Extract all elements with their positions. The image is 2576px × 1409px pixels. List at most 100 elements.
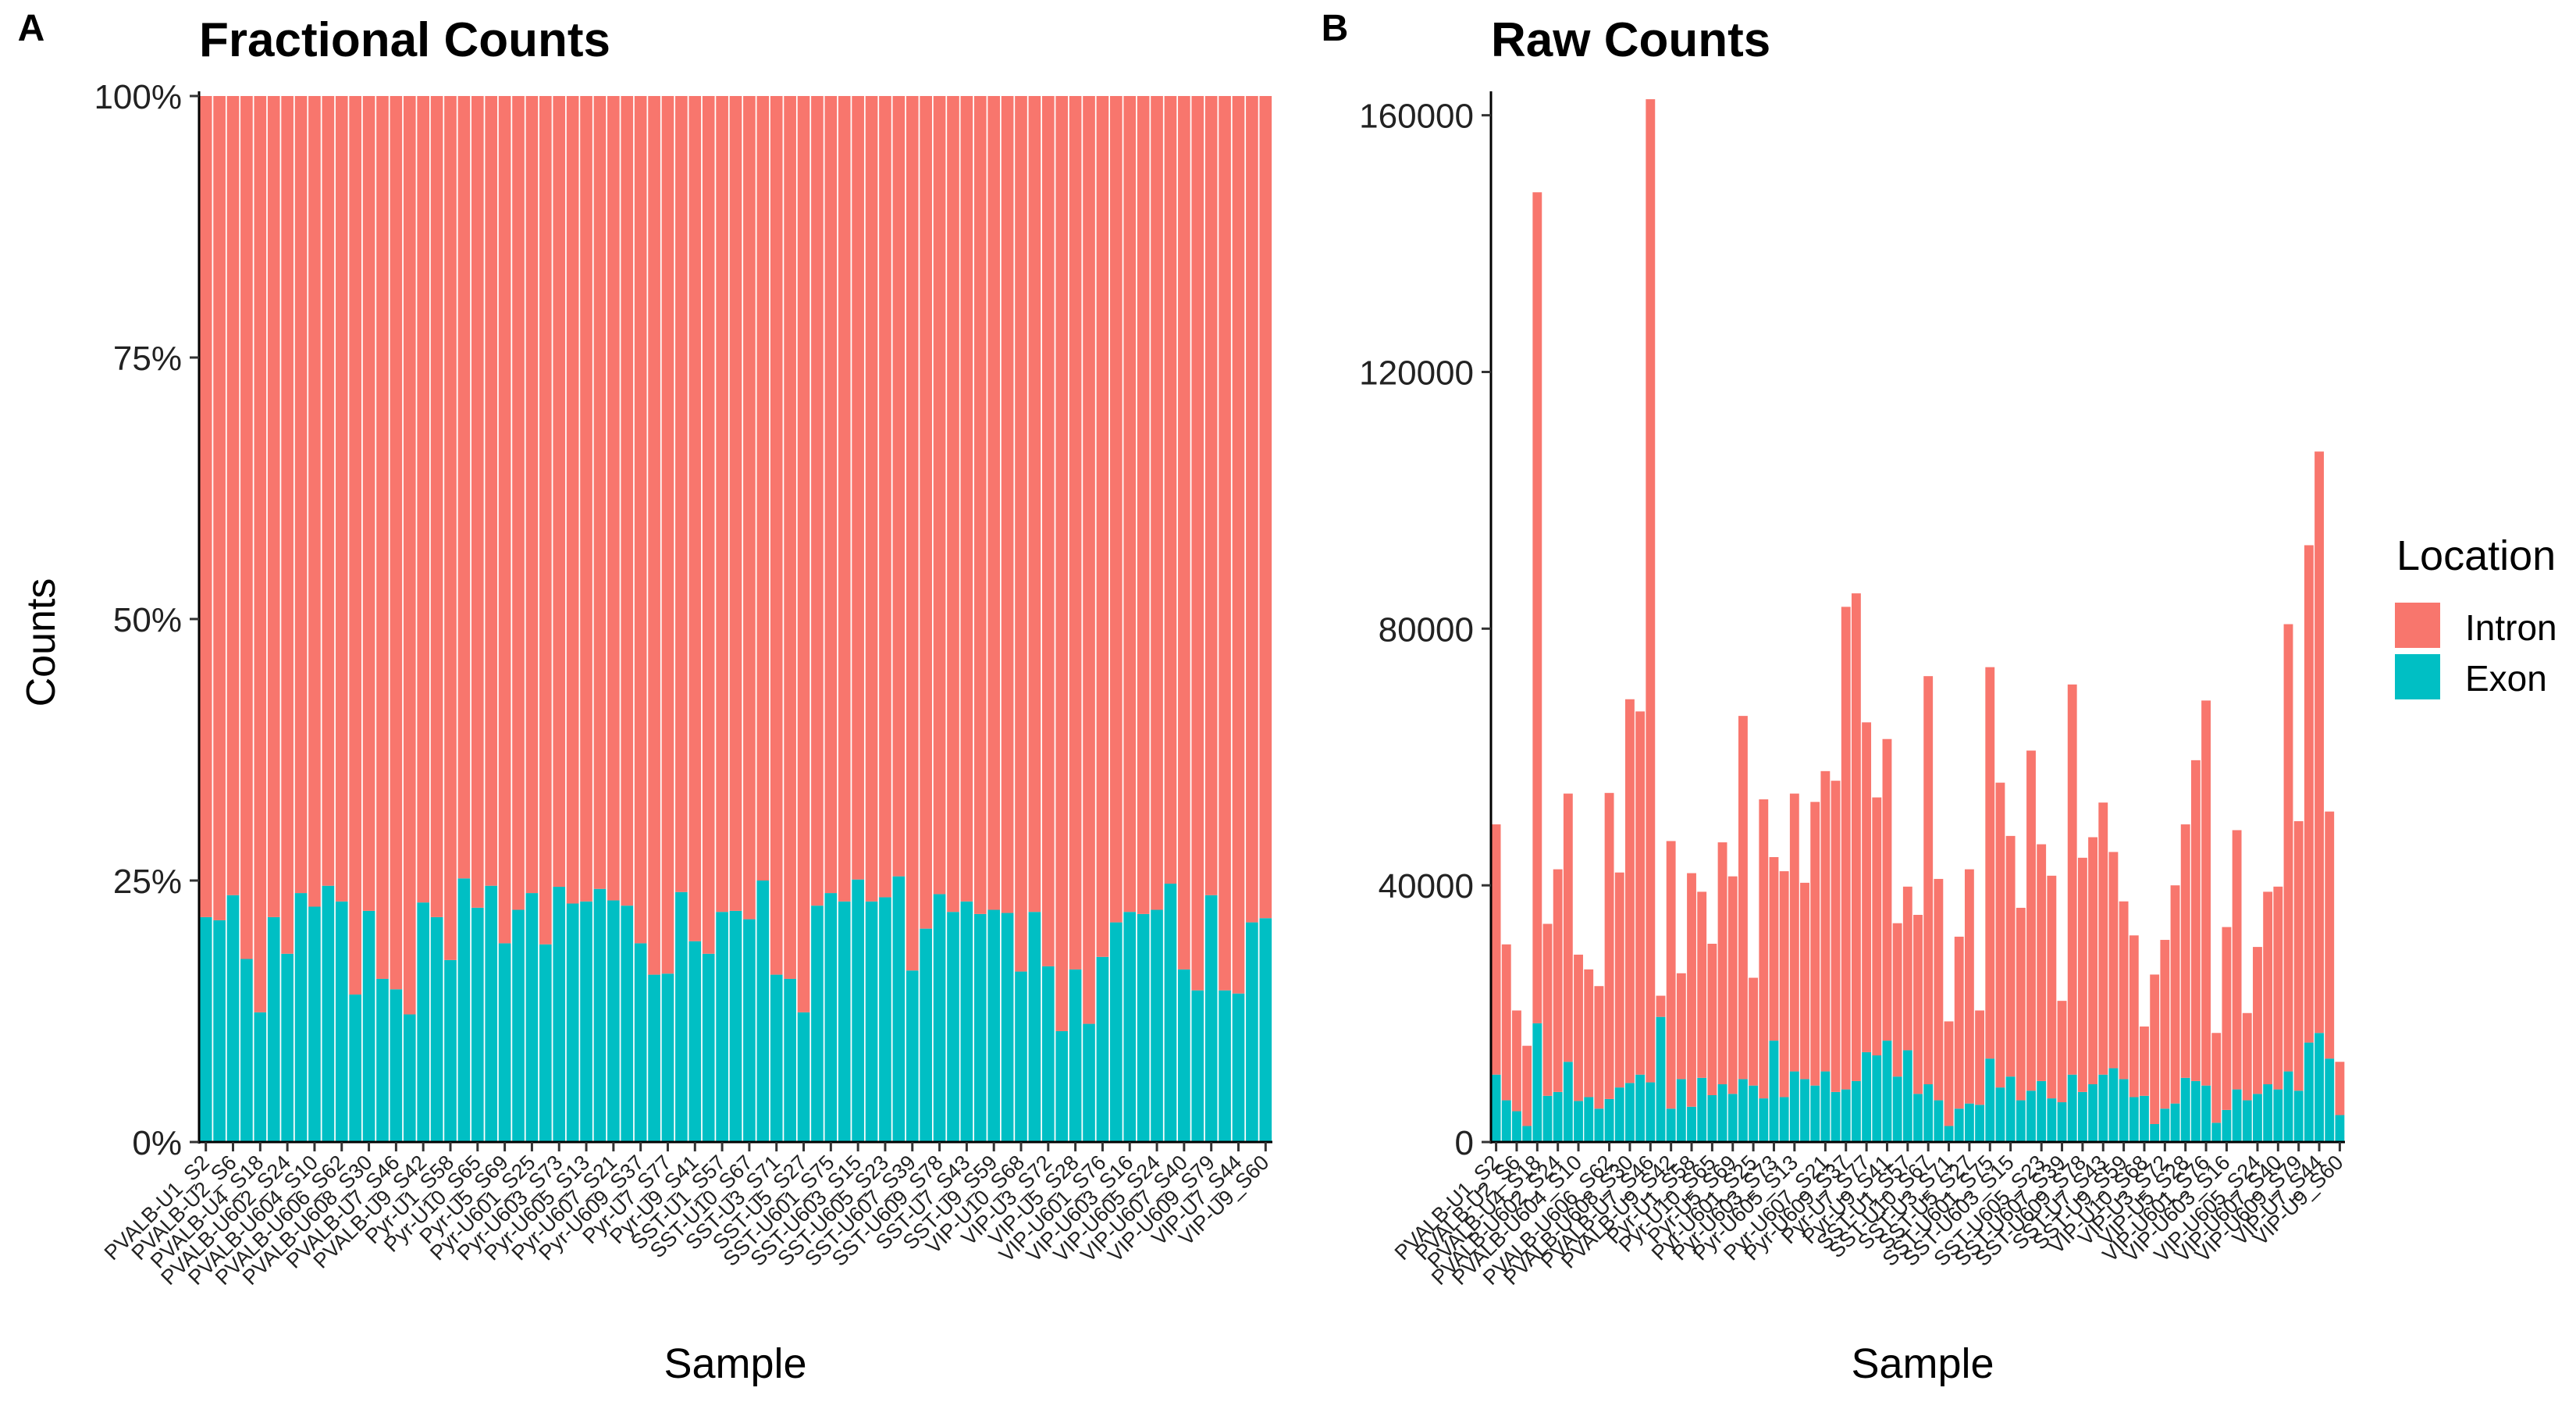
- panel-b-bar-intron: [1584, 969, 1594, 1098]
- panel-b-bar-intron: [2016, 907, 2026, 1101]
- panel-b-bar-intron: [2129, 935, 2139, 1098]
- panel-a-bar-exon: [553, 887, 566, 1142]
- legend: Location Intron Exon: [2395, 532, 2557, 699]
- panel-b-bar-intron: [2180, 824, 2190, 1078]
- panel-a-bar-exon: [648, 974, 660, 1142]
- panel-b-bar-exon: [2160, 1108, 2170, 1142]
- panel-b-bar-intron: [1964, 869, 1974, 1104]
- panel-a-bar-intron: [444, 96, 457, 960]
- panel-b-bar-exon: [2211, 1123, 2222, 1142]
- legend-title: Location: [2396, 532, 2556, 579]
- panel-a-bar-exon: [1178, 969, 1190, 1142]
- panel-b-bar-exon: [1944, 1126, 1954, 1142]
- panel-b-bar-intron: [1625, 699, 1635, 1083]
- panel-b-bar-exon: [1727, 1094, 1738, 1142]
- panel-b-bar-intron: [1954, 936, 1964, 1109]
- panel-a-bar-exon: [852, 879, 864, 1142]
- panel-b-bar-intron: [1759, 799, 1769, 1099]
- panel-a-bar-exon: [675, 891, 688, 1142]
- panel-a-bar-intron: [1164, 96, 1177, 884]
- legend-label-intron: Intron: [2465, 607, 2557, 648]
- panel-a-bar-intron: [702, 96, 715, 954]
- panel-a-bar-intron: [1204, 96, 1218, 895]
- panel-a-bar-intron: [688, 96, 702, 941]
- panel-b-bar-exon: [2314, 1033, 2324, 1142]
- panel-a-bar-intron: [362, 96, 375, 911]
- panel-a-bar-exon: [933, 894, 946, 1142]
- panel-b-bar-exon: [1604, 1098, 1614, 1142]
- panel-a-bar-intron: [349, 96, 361, 995]
- panel-a-bar-intron: [498, 96, 511, 944]
- panel-b-bar-exon: [1800, 1079, 1809, 1142]
- panel-a-bar-intron: [512, 96, 525, 910]
- panel-b-bar-intron: [2150, 974, 2160, 1124]
- panel-b-bar-intron: [2190, 760, 2201, 1081]
- panel-b-bar-exon: [2108, 1068, 2119, 1142]
- panel-b-x-axis-title: Sample: [1851, 1340, 1994, 1387]
- panel-a-bar-exon: [1123, 912, 1137, 1142]
- panel-b-bar-exon: [2005, 1076, 2016, 1142]
- panel-a-bar-exon: [947, 912, 959, 1142]
- panel-b-bar-intron: [2293, 820, 2304, 1091]
- panel-a-bar-exon: [308, 906, 321, 1142]
- panel-b-bar-intron: [1738, 716, 1748, 1080]
- panel-a-bar-intron: [824, 96, 838, 894]
- panel-b-bar-exon: [2325, 1059, 2335, 1142]
- panel-a-bar-exon: [349, 994, 361, 1142]
- panel-b-y-tick-label: 0: [1455, 1124, 1474, 1162]
- panel-a-bar-exon: [973, 913, 987, 1142]
- panel-a-x-axis-title: Sample: [664, 1340, 806, 1387]
- panel-b-bar-intron: [1872, 797, 1882, 1056]
- legend-label-exon: Exon: [2465, 658, 2547, 699]
- panel-a-bar-intron: [1246, 96, 1258, 923]
- panel-a-bar-exon: [1151, 909, 1163, 1142]
- panel-b-bar-intron: [1944, 1021, 1954, 1126]
- panel-a-bar-exon: [322, 885, 335, 1142]
- panel-a-bar-intron: [1110, 96, 1123, 923]
- panel-b-bar-intron: [2222, 927, 2232, 1110]
- panel-b-bar-intron: [2005, 835, 2016, 1077]
- panel-a-bar-exon: [512, 909, 525, 1142]
- panel-a-bar-exon: [1041, 966, 1055, 1142]
- panel-b-bar-intron: [2047, 875, 2057, 1099]
- panel-b-bar-exon: [2067, 1074, 2077, 1142]
- panel-b-bar-exon: [1769, 1041, 1779, 1142]
- panel-b-bar-intron: [1975, 1010, 1985, 1105]
- panel-a-bar-exon: [634, 943, 647, 1142]
- panel-b-bar-exon: [1831, 1091, 1841, 1142]
- panel-a-bar-exon: [770, 974, 783, 1142]
- panel-a-bar-exon: [485, 885, 498, 1142]
- panel-b-bar-exon: [1975, 1105, 1985, 1142]
- panel-b-bar-exon: [1594, 1108, 1604, 1142]
- panel-a-bar-exon: [471, 907, 484, 1142]
- panel-b-bar-intron: [1841, 607, 1851, 1090]
- panel-b-bar-intron: [2037, 844, 2047, 1081]
- panel-a-bar-exon: [661, 973, 674, 1142]
- panel-a-bar-exon: [688, 941, 702, 1142]
- panel-a-bar-intron: [322, 96, 335, 886]
- panel-a-y-tick-label: 100%: [94, 78, 182, 116]
- panel-b-bar-exon: [2037, 1080, 2047, 1142]
- panel-a-bar-exon: [743, 919, 756, 1142]
- panel-a-bar-intron: [417, 96, 430, 903]
- panel-b-bar-exon: [1532, 1023, 1542, 1142]
- panel-a-bar-intron: [892, 96, 906, 877]
- panel-b-bar-intron: [1501, 944, 1511, 1101]
- panel-a-bar-exon: [824, 893, 838, 1142]
- panel-a-bar-exon: [281, 953, 294, 1142]
- panel-b-bar-intron: [1614, 872, 1624, 1088]
- panel-a-bar-intron: [933, 96, 946, 895]
- panel-b-bar-intron: [1985, 667, 1995, 1059]
- panel-a-bar-intron: [1151, 96, 1163, 910]
- panel-a-bar-intron: [797, 96, 810, 1012]
- panel-b-bar-intron: [1594, 986, 1604, 1109]
- panel-b-bar-exon: [1512, 1111, 1521, 1142]
- panel-a-bar-intron: [403, 96, 416, 1015]
- panel-a-bar-intron: [525, 96, 539, 894]
- panel-b-bar-exon: [2283, 1071, 2293, 1142]
- panel-b-bar-intron: [1923, 676, 1934, 1085]
- panel-b-bar-exon: [1553, 1091, 1563, 1142]
- panel-b-bar-intron: [1789, 793, 1799, 1072]
- panel-a-bar-intron: [852, 96, 864, 880]
- panel-b-bar-intron: [1512, 1010, 1521, 1112]
